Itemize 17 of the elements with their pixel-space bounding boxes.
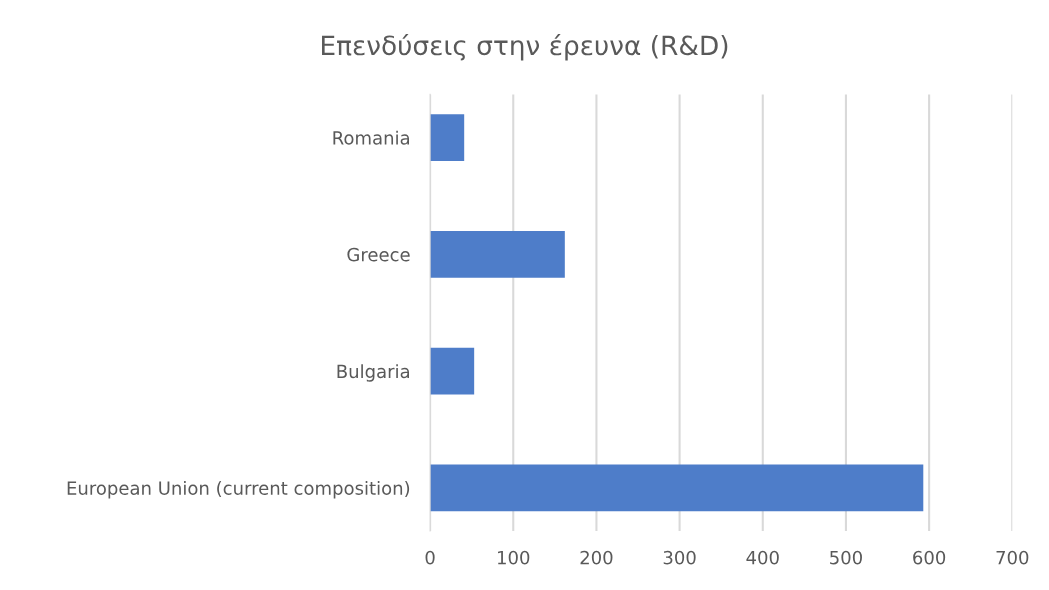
bar <box>430 464 924 512</box>
x-tick-label: 400 <box>746 550 779 565</box>
bar <box>430 230 565 278</box>
y-tick-label: Greece <box>347 247 410 262</box>
x-tick-label: 200 <box>580 550 613 565</box>
y-tick-label: Romania <box>333 130 410 145</box>
chart-title: Επενδύσεις στην έρευνα (R&D) <box>322 33 728 61</box>
x-tick-label: 700 <box>996 550 1029 565</box>
x-tick-label: 300 <box>663 550 696 565</box>
x-tick-label: 0 <box>425 550 435 565</box>
x-tick-label: 100 <box>498 550 530 565</box>
x-tick-label: 600 <box>913 550 946 565</box>
x-tick-label: 500 <box>830 550 862 565</box>
bar <box>430 347 475 395</box>
y-tick-label: European Union (current composition) <box>67 480 410 499</box>
bar <box>430 114 465 161</box>
y-tick-label: Bulgaria <box>337 364 410 382</box>
